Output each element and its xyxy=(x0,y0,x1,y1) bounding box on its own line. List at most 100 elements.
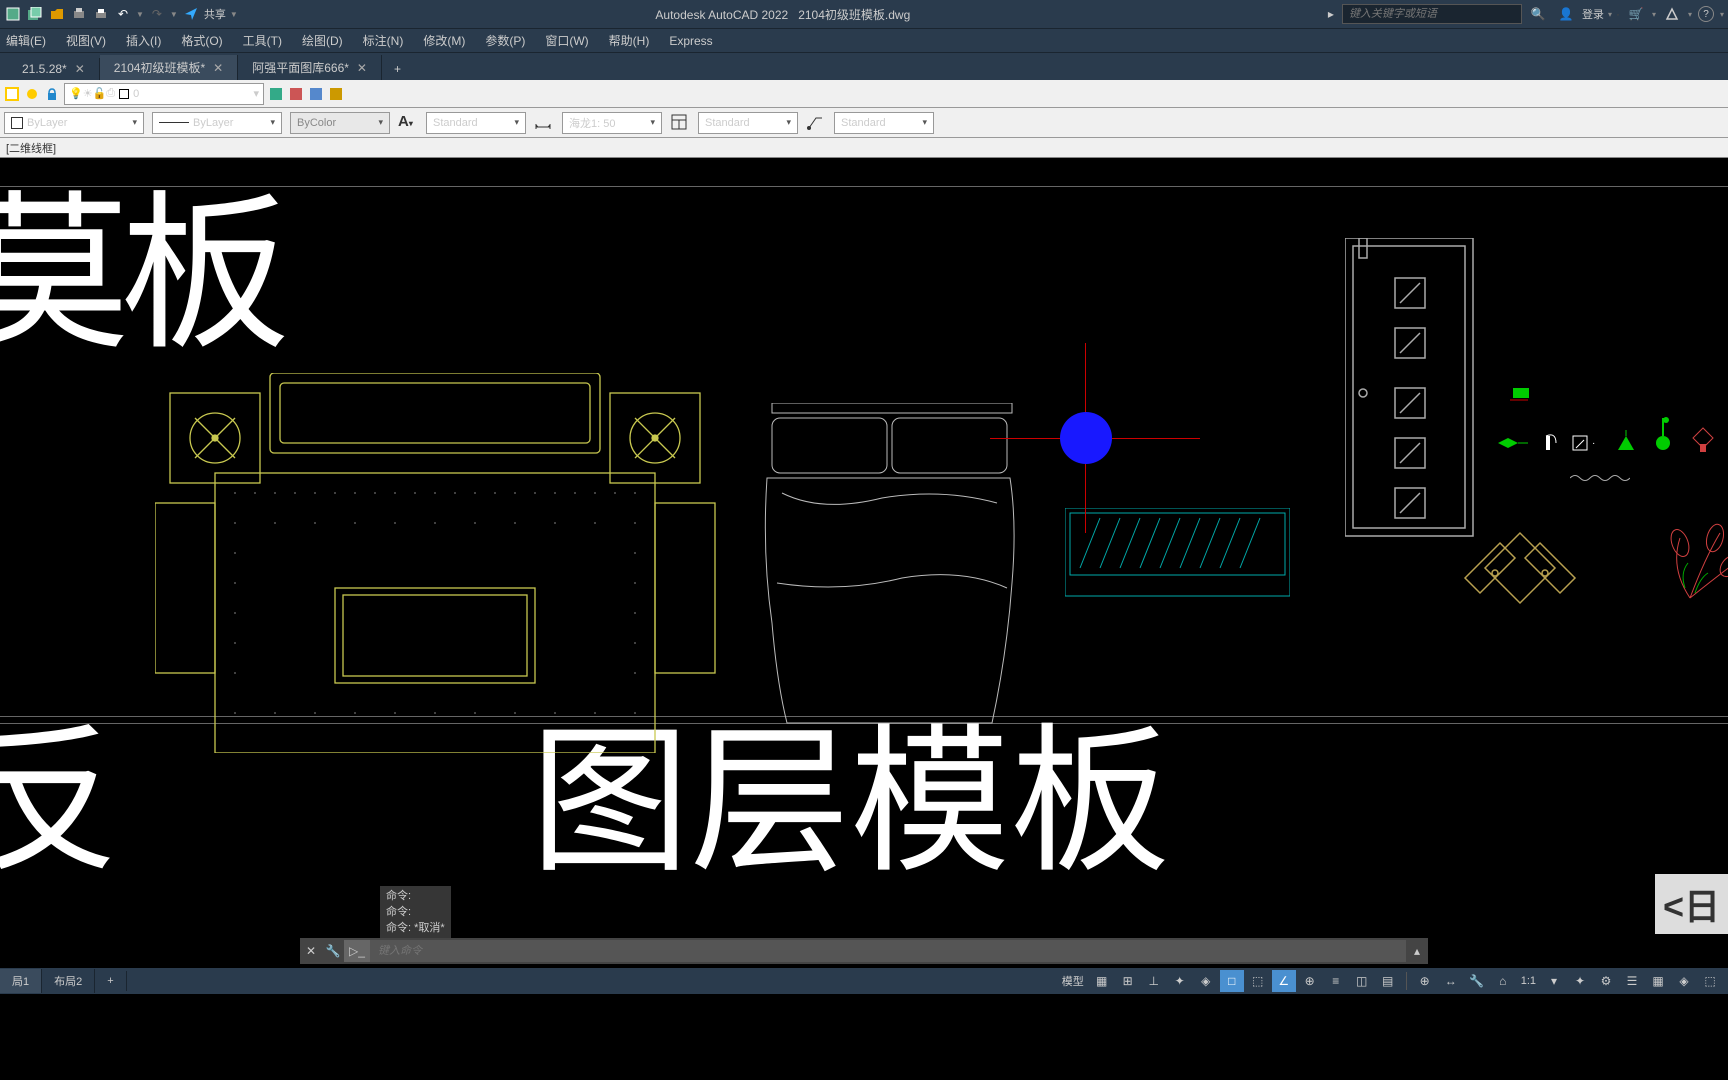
menu-item[interactable]: 窗口(W) xyxy=(545,32,588,49)
status-otrack-button[interactable]: ∠ xyxy=(1272,970,1296,992)
layer-lock-icon[interactable] xyxy=(45,87,59,101)
tab-close-icon[interactable]: ✕ xyxy=(357,61,367,75)
layer-match-icon[interactable] xyxy=(269,87,283,101)
layer-props-icon[interactable] xyxy=(5,87,19,101)
autodesk-icon[interactable] xyxy=(1662,4,1682,24)
status-extra-0[interactable]: ▾ xyxy=(1542,970,1566,992)
command-input[interactable] xyxy=(370,940,1406,962)
layer-prev-icon[interactable] xyxy=(289,87,303,101)
cmdline-customize-icon[interactable]: 🔧 xyxy=(322,940,344,962)
textstyle-icon[interactable]: A▾ xyxy=(398,113,418,133)
saveall-icon[interactable] xyxy=(26,5,44,23)
help-dropdown[interactable]: ▾ xyxy=(1720,10,1724,19)
save-icon[interactable] xyxy=(4,5,22,23)
menu-item[interactable]: 参数(P) xyxy=(485,32,525,49)
layer-iso-icon[interactable] xyxy=(329,87,343,101)
modelspace-label[interactable]: 模型 xyxy=(1058,973,1088,989)
status-nav-1[interactable]: ↔ xyxy=(1439,970,1463,992)
tab-close-icon[interactable]: ✕ xyxy=(75,62,85,76)
status-ortho-button[interactable]: ⊥ xyxy=(1142,970,1166,992)
status-extra-4[interactable]: ▦ xyxy=(1646,970,1670,992)
redo-dropdown[interactable]: ▼ xyxy=(170,10,178,19)
cart-icon[interactable]: 🛒 xyxy=(1626,4,1646,24)
status-qp-button[interactable]: ▤ xyxy=(1376,970,1400,992)
status-osnap-button[interactable]: □ xyxy=(1220,970,1244,992)
menu-item[interactable]: 绘图(D) xyxy=(302,32,343,49)
svg-text:·: · xyxy=(1592,438,1595,449)
status-extra-3[interactable]: ☰ xyxy=(1620,970,1644,992)
status-extra-6[interactable]: ⬚ xyxy=(1698,970,1722,992)
plot-icon[interactable] xyxy=(70,5,88,23)
anno-scale[interactable]: 1:1 xyxy=(1517,975,1540,987)
autodesk-dropdown[interactable]: ▾ xyxy=(1688,10,1692,19)
login-dropdown[interactable]: ▾ xyxy=(1608,10,1612,19)
status-iso-button[interactable]: ◈ xyxy=(1194,970,1218,992)
status-nav-2[interactable]: 🔧 xyxy=(1465,970,1489,992)
menu-item[interactable]: Express xyxy=(669,34,712,48)
cursor-highlight xyxy=(1060,412,1112,464)
layer-state-icon[interactable] xyxy=(309,87,323,101)
layer-off-icon[interactable] xyxy=(25,87,39,101)
status-polar-button[interactable]: ✦ xyxy=(1168,970,1192,992)
layer-combo[interactable]: 💡 ☀ 🔓 ⎙ 0 ▾ xyxy=(64,83,264,105)
lightbulb-icon: 💡 xyxy=(69,87,83,100)
tab-close-icon[interactable]: ✕ xyxy=(213,61,223,75)
undo-icon[interactable]: ↶ xyxy=(114,5,132,23)
share-label[interactable]: 共享 xyxy=(204,6,226,22)
textstyle-combo[interactable]: Standard▾ xyxy=(426,112,526,134)
status-extra-5[interactable]: ◈ xyxy=(1672,970,1696,992)
document-tab[interactable]: 阿强平面图库666*✕ xyxy=(238,55,382,80)
open-icon[interactable] xyxy=(48,5,66,23)
cmdline-up-icon[interactable]: ▴ xyxy=(1406,940,1428,962)
redo-icon[interactable]: ↷ xyxy=(148,5,166,23)
tablestyle-combo[interactable]: Standard▾ xyxy=(698,112,798,134)
dimstyle-icon[interactable] xyxy=(534,113,554,133)
mleaderstyle-combo[interactable]: Standard▾ xyxy=(834,112,934,134)
status-tpy-button[interactable]: ◫ xyxy=(1350,970,1374,992)
qat-customize[interactable]: ▼ xyxy=(230,10,238,19)
visual-style-label[interactable]: [二维线框] xyxy=(0,138,1728,158)
lineweight-combo[interactable]: ByLayer▾ xyxy=(152,112,282,134)
furniture-bed1 xyxy=(155,373,725,753)
menu-item[interactable]: 插入(I) xyxy=(126,32,161,49)
login-label[interactable]: 登录 xyxy=(1582,6,1604,22)
share-icon[interactable] xyxy=(182,5,200,23)
cmdline-close-icon[interactable]: ✕ xyxy=(300,940,322,962)
user-icon[interactable]: 👤 xyxy=(1556,4,1576,24)
document-tab[interactable]: 21.5.28*✕ xyxy=(8,58,100,80)
help-icon[interactable]: ? xyxy=(1698,6,1714,22)
menu-item[interactable]: 编辑(E) xyxy=(6,32,46,49)
status-nav-0[interactable]: ⊕ xyxy=(1413,970,1437,992)
add-layout-button[interactable]: + xyxy=(95,971,126,991)
print-icon[interactable] xyxy=(92,5,110,23)
search-icon[interactable]: 🔍 xyxy=(1528,4,1548,24)
menu-item[interactable]: 修改(M) xyxy=(423,32,465,49)
drawing-canvas[interactable]: 莫板 图层模板 反 xyxy=(0,158,1728,994)
menu-item[interactable]: 格式(O) xyxy=(181,32,222,49)
status-lwt-button[interactable]: ≡ xyxy=(1324,970,1348,992)
new-tab-button[interactable]: + xyxy=(382,58,413,80)
diamond-symbol xyxy=(1445,518,1595,618)
status-snap-button[interactable]: ⊞ xyxy=(1116,970,1140,992)
tablestyle-icon[interactable] xyxy=(670,113,690,133)
menu-item[interactable]: 标注(N) xyxy=(363,32,404,49)
search-input[interactable] xyxy=(1342,4,1522,24)
status-nav-3[interactable]: ⌂ xyxy=(1491,970,1515,992)
mleader-icon[interactable] xyxy=(806,113,826,133)
document-tab[interactable]: 2104初级班模板*✕ xyxy=(100,55,238,80)
status-extra-2[interactable]: ⚙ xyxy=(1594,970,1618,992)
menu-item[interactable]: 工具(T) xyxy=(243,32,282,49)
color-combo[interactable]: ByLayer▾ xyxy=(4,112,144,134)
electrical-symbols: · xyxy=(1498,388,1728,468)
status-3dosnap-button[interactable]: ⬚ xyxy=(1246,970,1270,992)
cart-dropdown[interactable]: ▾ xyxy=(1652,10,1656,19)
dimstyle-combo[interactable]: 海龙1: 50▾ xyxy=(562,112,662,134)
status-extra-1[interactable]: ✦ xyxy=(1568,970,1592,992)
menu-item[interactable]: 帮助(H) xyxy=(609,32,650,49)
status-dyn-button[interactable]: ⊕ xyxy=(1298,970,1322,992)
status-grid-button[interactable]: ▦ xyxy=(1090,970,1114,992)
menu-item[interactable]: 视图(V) xyxy=(66,32,106,49)
layout-tab[interactable]: 局1 xyxy=(0,969,42,993)
layout-tab[interactable]: 布局2 xyxy=(42,969,95,993)
undo-dropdown[interactable]: ▼ xyxy=(136,10,144,19)
